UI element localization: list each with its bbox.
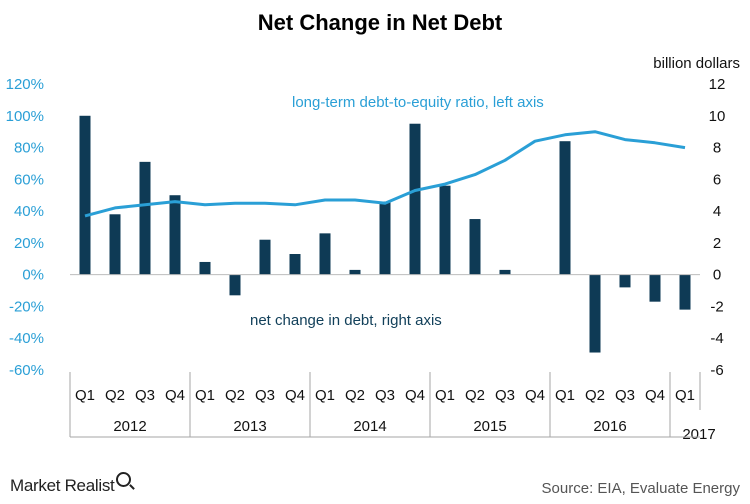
quarter-label: Q1 — [195, 387, 215, 404]
quarter-label: Q2 — [105, 387, 125, 404]
quarter-label: Q3 — [615, 387, 635, 404]
left-tick-label: -60% — [9, 362, 44, 379]
bar — [259, 239, 271, 275]
left-tick-label: 80% — [14, 140, 44, 157]
bar — [379, 201, 391, 275]
bar — [679, 274, 691, 310]
line-annotation: long-term debt-to-equity ratio, left axi… — [292, 94, 544, 111]
left-tick-label: 100% — [6, 108, 44, 125]
bar — [139, 161, 151, 275]
year-label: 2015 — [473, 418, 506, 435]
bar — [589, 274, 601, 353]
right-tick-label: 0 — [713, 267, 721, 284]
left-tick-label: 40% — [14, 203, 44, 220]
quarter-label: Q4 — [525, 387, 545, 404]
right-axis-unit: billion dollars — [653, 55, 740, 72]
right-tick-label: 10 — [709, 108, 726, 125]
left-tick-label: 0% — [22, 267, 44, 284]
right-tick-label: -2 — [710, 298, 723, 315]
bar — [559, 141, 571, 275]
source-note: Source: EIA, Evaluate Energy — [542, 480, 741, 497]
brand-logo: Market Realist — [10, 472, 132, 496]
left-tick-label: -40% — [9, 330, 44, 347]
bar — [649, 274, 661, 302]
bar — [619, 274, 631, 288]
year-label: 2016 — [593, 418, 626, 435]
bar — [229, 274, 241, 296]
bar — [169, 195, 181, 275]
quarter-label: Q1 — [435, 387, 455, 404]
bar — [439, 185, 451, 275]
bar — [199, 261, 211, 275]
bar — [469, 219, 481, 275]
bar — [319, 233, 331, 275]
quarter-label: Q1 — [315, 387, 335, 404]
quarter-label: Q3 — [135, 387, 155, 404]
left-tick-label: 120% — [6, 76, 44, 93]
quarter-label: Q1 — [555, 387, 575, 404]
quarter-label: Q2 — [585, 387, 605, 404]
quarter-label: Q3 — [495, 387, 515, 404]
quarter-label: Q3 — [375, 387, 395, 404]
quarter-label: Q4 — [645, 387, 665, 404]
bar — [79, 115, 91, 275]
year-label: 2014 — [353, 418, 386, 435]
left-tick-label: 60% — [14, 171, 44, 188]
quarter-label: Q4 — [285, 387, 305, 404]
quarter-label: Q2 — [225, 387, 245, 404]
right-tick-label: 2 — [713, 235, 721, 252]
left-tick-label: -20% — [9, 298, 44, 315]
right-tick-label: 12 — [709, 76, 726, 93]
year-label: 2013 — [233, 418, 266, 435]
bar — [349, 269, 361, 275]
right-tick-label: 8 — [713, 140, 721, 157]
right-axis: -6 -4 -2 0 2 4 6 8 10 12 — [709, 76, 726, 379]
right-tick-label: 6 — [713, 171, 721, 188]
bar — [499, 269, 511, 275]
year-label: 2017 — [682, 426, 715, 443]
quarter-label: Q1 — [675, 387, 695, 404]
line-series — [84, 130, 686, 218]
quarter-label: Q1 — [75, 387, 95, 404]
quarter-label: Q4 — [405, 387, 425, 404]
quarter-label: Q3 — [255, 387, 275, 404]
quarter-label: Q2 — [345, 387, 365, 404]
bar — [109, 214, 121, 275]
bar-series — [79, 115, 691, 353]
bar — [289, 254, 301, 275]
right-tick-label: 4 — [713, 203, 721, 220]
brand-name: Market Realist — [10, 476, 115, 495]
quarter-label: Q2 — [465, 387, 485, 404]
year-label: 2012 — [113, 418, 146, 435]
chart-title: Net Change in Net Debt — [258, 10, 503, 35]
left-axis: -60% -40% -20% 0% 20% 40% 60% 80% 100% 120% — [6, 76, 44, 379]
bar — [409, 123, 421, 275]
right-tick-label: -6 — [710, 362, 723, 379]
bar-annotation: net change in debt, right axis — [250, 312, 442, 329]
right-tick-label: -4 — [710, 330, 723, 347]
left-tick-label: 20% — [14, 235, 44, 252]
x-axis: Q1 Q2 Q3 Q4 Q1 Q2 Q3 Q4 Q1 Q2 Q3 Q4 Q1 Q2 Q3 Q4 Q1 Q2 Q3 Q4… — [69, 372, 716, 443]
quarter-label: Q4 — [165, 387, 185, 404]
magnifier-icon — [116, 472, 132, 487]
